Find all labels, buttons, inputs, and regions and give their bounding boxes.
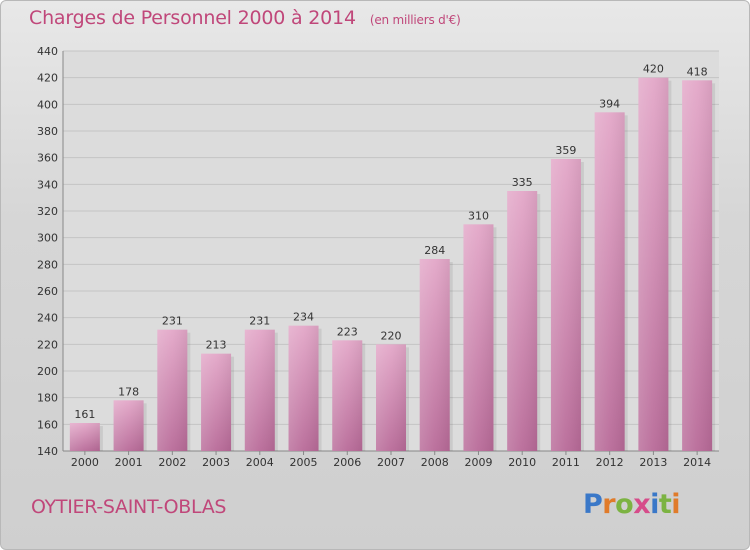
y-tick-label: 440: [37, 45, 58, 58]
bar-value-label: 420: [643, 63, 664, 76]
bar-highlight: [419, 259, 450, 451]
x-tick-label: 2009: [464, 456, 492, 469]
x-tick-label: 2002: [158, 456, 186, 469]
chart-unit: (en milliers d'€): [369, 13, 461, 27]
y-tick-label: 160: [37, 418, 58, 431]
bar-value-label: 394: [599, 97, 620, 110]
y-tick-label: 300: [37, 232, 58, 245]
bar-highlight: [550, 159, 581, 451]
bar-highlight: [113, 400, 144, 451]
chart-title-text: Charges de Personnel 2000 à 2014: [29, 7, 356, 29]
bar-highlight: [682, 80, 713, 451]
x-tick-label: 2011: [552, 456, 580, 469]
x-tick-label: 2013: [639, 456, 667, 469]
y-tick-label: 340: [37, 178, 58, 191]
bar-value-label: 223: [337, 325, 358, 338]
y-tick-label: 280: [37, 258, 58, 271]
x-tick-label: 2003: [202, 456, 230, 469]
bar-highlight: [594, 112, 625, 451]
y-tick-label: 200: [37, 365, 58, 378]
bar-value-label: 335: [512, 176, 533, 189]
bar-highlight: [507, 191, 538, 451]
bar-value-label: 161: [74, 408, 95, 421]
x-tick-label: 2014: [683, 456, 711, 469]
y-tick-label: 260: [37, 285, 58, 298]
y-tick-label: 240: [37, 312, 58, 325]
proxiti-logo: Proxiti: [583, 489, 681, 520]
y-tick-label: 420: [37, 72, 58, 85]
bar-highlight: [69, 423, 100, 451]
x-tick-label: 2004: [246, 456, 274, 469]
x-tick-label: 2010: [508, 456, 536, 469]
x-tick-label: 2007: [377, 456, 405, 469]
chart-title: Charges de Personnel 2000 à 2014 (en mill…: [29, 7, 461, 29]
x-tick-label: 2000: [71, 456, 99, 469]
bars-layer: [69, 77, 716, 452]
y-tick-label: 220: [37, 338, 58, 351]
bar-highlight: [463, 224, 494, 451]
bar-value-label: 310: [468, 209, 489, 222]
x-tick-label: 2006: [333, 456, 361, 469]
bar-value-label: 234: [293, 311, 314, 324]
y-tick-label: 320: [37, 205, 58, 218]
bar-value-label: 178: [118, 385, 139, 398]
bar-highlight: [157, 329, 188, 451]
bar-highlight: [201, 353, 232, 451]
x-tick-label: 2001: [115, 456, 143, 469]
bar-value-label: 231: [162, 315, 183, 328]
bar-highlight: [638, 77, 669, 452]
bar-value-label: 213: [206, 339, 227, 352]
y-tick-label: 400: [37, 98, 58, 111]
bar-value-label: 220: [381, 329, 402, 342]
bar-value-label: 284: [424, 244, 445, 257]
labels-layer: 140 160 180 200 220 240 260 280 300 320 340 360 380 4…: [37, 45, 711, 469]
bar-value-label: 231: [249, 315, 270, 328]
bar-value-label: 418: [687, 65, 708, 78]
y-tick-label: 180: [37, 392, 58, 405]
bar-highlight: [376, 344, 406, 451]
bar-highlight: [332, 340, 363, 451]
commune-name: OYTIER-SAINT-OBLAS: [31, 496, 227, 518]
x-tick-label: 2012: [596, 456, 624, 469]
bar-value-label: 359: [555, 144, 576, 157]
x-tick-label: 2005: [290, 456, 318, 469]
y-tick-label: 380: [37, 125, 58, 138]
y-tick-label: 360: [37, 152, 58, 165]
x-tick-label: 2008: [421, 456, 449, 469]
y-tick-label: 140: [37, 445, 58, 458]
bar-highlight: [288, 325, 319, 451]
bar-highlight: [244, 329, 275, 451]
